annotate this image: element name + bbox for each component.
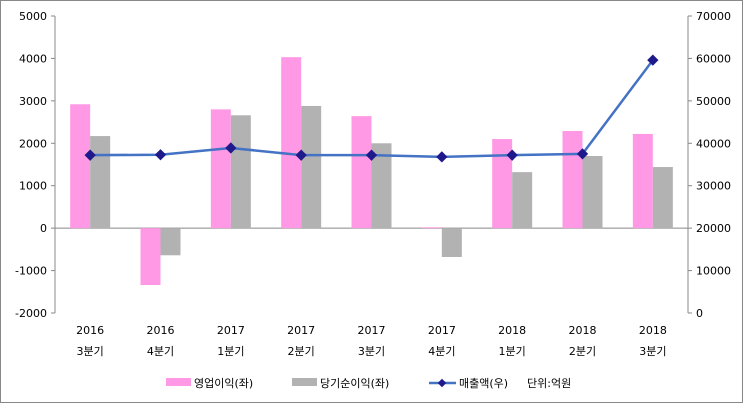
revenue-marker — [365, 149, 378, 161]
bar-net-income — [512, 172, 533, 229]
legend-swatch-net-income — [292, 378, 317, 386]
left-tick-label: 2000 — [19, 137, 47, 150]
right-tick-label: 30000 — [696, 180, 731, 193]
x-tick-label-quarter: 4분기 — [147, 345, 174, 358]
legend-marker-revenue — [437, 378, 447, 388]
bar-net-income — [230, 115, 251, 229]
revenue-marker — [576, 148, 589, 160]
x-tick-label-year: 2017 — [287, 324, 315, 337]
bar-net-income — [652, 167, 673, 229]
right-tick-label: 40000 — [696, 137, 731, 150]
x-tick-label-year: 2018 — [639, 324, 667, 337]
revenue-marker — [506, 149, 518, 161]
bar-operating-profit — [140, 228, 161, 285]
legend-label-operating-profit: 영업이익(좌) — [194, 377, 253, 390]
right-tick-label: 20000 — [696, 222, 731, 235]
right-tick-label: 60000 — [696, 52, 731, 65]
x-tick-label-year: 2018 — [498, 324, 526, 337]
left-tick-label: -1000 — [15, 265, 47, 278]
x-tick-label-year: 2016 — [147, 324, 175, 337]
right-tick-label: 70000 — [696, 10, 731, 23]
x-tick-label-quarter: 4분기 — [428, 345, 455, 358]
bar-net-income — [371, 143, 392, 229]
bar-operating-profit — [492, 139, 513, 229]
bar-net-income — [441, 228, 462, 257]
x-tick-label-quarter: 2분기 — [288, 345, 315, 358]
bar-net-income — [90, 136, 111, 229]
left-tick-label: 1000 — [19, 180, 47, 193]
x-tick-label-quarter: 3분기 — [639, 345, 666, 358]
revenue-marker — [225, 142, 237, 154]
revenue-marker — [154, 149, 167, 161]
x-tick-label-quarter: 3분기 — [77, 345, 104, 358]
bar-operating-profit — [562, 130, 583, 229]
legend-label-net-income: 당기순이익(좌) — [320, 377, 389, 390]
x-tick-label-quarter: 2분기 — [569, 345, 596, 358]
x-tick-label-year: 2017 — [358, 324, 386, 337]
right-tick-label: 10000 — [696, 265, 731, 278]
legend-label-revenue: 매출액(우) — [459, 377, 508, 390]
bar-net-income — [582, 156, 603, 229]
x-tick-label-year: 2017 — [428, 324, 456, 337]
right-tick-label: 50000 — [696, 95, 731, 108]
x-tick-label-quarter: 3분기 — [358, 345, 385, 358]
x-tick-label-quarter: 1분기 — [217, 345, 244, 358]
bar-operating-profit — [281, 57, 302, 229]
x-tick-label-year: 2017 — [217, 324, 245, 337]
left-tick-label: 0 — [40, 222, 47, 235]
unit-note: 단위:억원 — [527, 377, 571, 390]
revenue-marker — [647, 54, 659, 66]
bar-operating-profit — [210, 109, 231, 229]
bar-operating-profit — [70, 104, 91, 229]
bar-net-income — [301, 105, 322, 229]
bar-operating-profit — [351, 116, 372, 229]
revenue-marker — [436, 151, 448, 163]
legend-swatch-operating-profit — [166, 378, 191, 386]
left-tick-label: 4000 — [19, 52, 47, 65]
bar-operating-profit — [421, 227, 442, 229]
bar-operating-profit — [632, 133, 653, 229]
right-tick-label: 0 — [696, 307, 703, 320]
left-tick-label: 5000 — [19, 10, 47, 23]
bar-net-income — [160, 228, 181, 256]
x-tick-label-year: 2016 — [76, 324, 104, 337]
x-tick-label-year: 2018 — [569, 324, 597, 337]
revenue-marker — [295, 149, 307, 161]
left-tick-label: 3000 — [19, 95, 47, 108]
x-tick-label-quarter: 1분기 — [499, 345, 526, 358]
left-tick-label: -2000 — [15, 307, 47, 320]
